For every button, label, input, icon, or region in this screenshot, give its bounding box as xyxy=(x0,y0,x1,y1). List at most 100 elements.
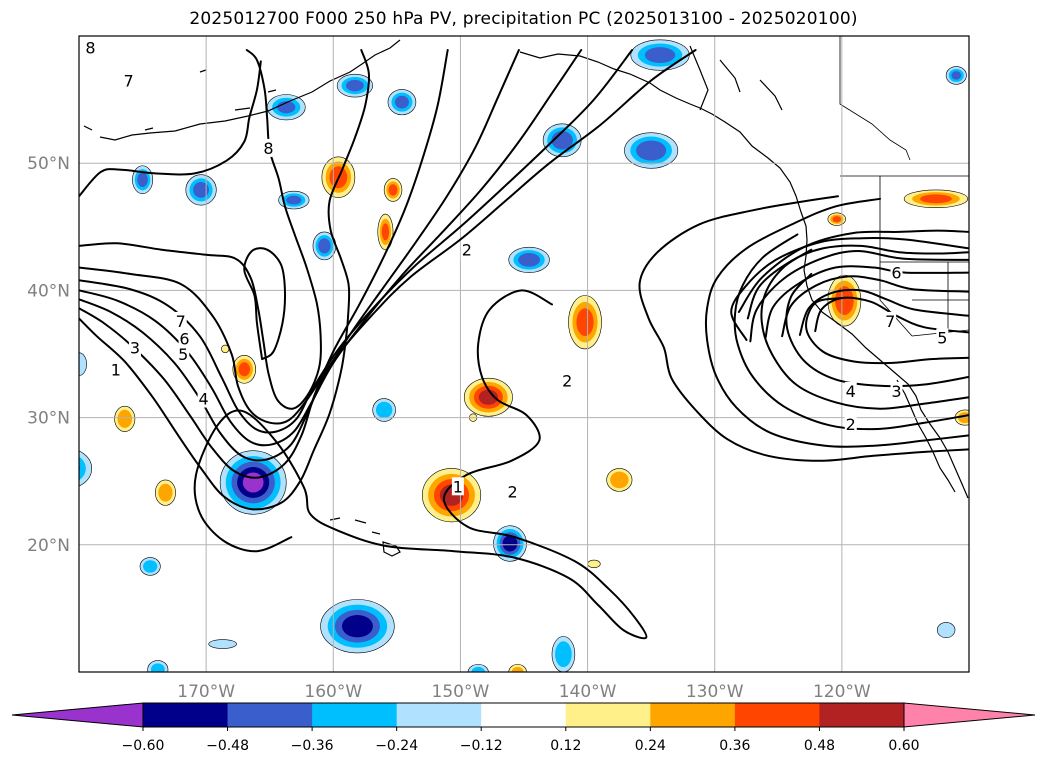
precip-level xyxy=(381,223,390,241)
precip-level xyxy=(478,389,499,405)
precip-blob xyxy=(387,89,417,116)
contour-label-text: 8 xyxy=(85,38,95,57)
pv-contour-line xyxy=(781,275,969,338)
colorbar-segment xyxy=(650,703,736,727)
contour-label-bg xyxy=(506,482,519,501)
precip-blob xyxy=(278,190,310,210)
contour-label-text: 3 xyxy=(130,339,140,358)
contour-label-bg xyxy=(177,345,190,363)
precip-blob xyxy=(624,132,679,169)
alaska-coast-detail xyxy=(689,45,783,111)
contour-label-text: 7 xyxy=(885,312,895,331)
precip-blob xyxy=(903,189,969,209)
map-frame xyxy=(78,35,970,673)
contour-label-text: 4 xyxy=(846,382,856,401)
contour-label: 7 xyxy=(884,311,897,331)
lat-label: 50°N xyxy=(27,154,70,174)
precip-blob xyxy=(463,377,513,417)
contour-label-bg xyxy=(262,138,275,157)
pv-contour-line xyxy=(733,233,969,431)
precip-blob xyxy=(587,559,601,568)
precip-blob xyxy=(568,295,602,350)
contour-label: 4 xyxy=(844,381,857,401)
state-borders xyxy=(879,176,969,337)
pv-contour-line xyxy=(746,244,969,320)
precip-blob xyxy=(630,39,690,71)
precip-blob xyxy=(219,450,287,515)
precip-blob xyxy=(139,557,161,576)
precip-level xyxy=(318,238,331,254)
colorbar-min-extend xyxy=(11,702,144,728)
precip-blob xyxy=(232,354,257,384)
map-background xyxy=(79,36,969,672)
contour-label: 1 xyxy=(109,360,122,379)
precip-level xyxy=(341,615,373,638)
precip-blob xyxy=(508,246,550,273)
precip-level xyxy=(551,130,573,150)
contour-label-bg xyxy=(460,240,473,259)
colorbar-segment xyxy=(481,703,567,727)
contour-label: 2 xyxy=(844,414,857,434)
precip-blob xyxy=(606,468,633,492)
contour-label-text: 8 xyxy=(263,139,273,158)
contour-label-bg xyxy=(884,311,897,330)
contour-label: 3 xyxy=(890,381,903,401)
pv-contour-line xyxy=(749,250,969,343)
contour-label: 7 xyxy=(174,311,187,331)
contour-label-bg xyxy=(890,381,903,400)
lat-label: 40°N xyxy=(27,281,70,301)
contour-label: 4 xyxy=(197,389,210,409)
contour-label-text: 5 xyxy=(178,345,188,364)
colorbar-tick-label: −0.12 xyxy=(460,738,503,754)
precip-blob xyxy=(372,398,396,422)
contour-label-bg xyxy=(128,338,141,357)
precip-level xyxy=(79,464,80,473)
colorbar-tick-label: −0.36 xyxy=(291,738,334,754)
contour-label: 7 xyxy=(122,71,135,91)
contour-label: 5 xyxy=(936,328,949,347)
precip-level xyxy=(394,95,409,109)
contour-label: 1 xyxy=(451,477,464,496)
precip-blob xyxy=(154,479,176,506)
contour-label-text: 5 xyxy=(937,328,947,347)
precip-level xyxy=(920,194,952,204)
contour-label: 2 xyxy=(561,371,574,391)
colorbar-tick-label: 0.24 xyxy=(635,738,666,754)
figure-title: 2025012700 F000 250 hPa PV, precipitatio… xyxy=(189,9,858,29)
colorbar-tick-label: 0.12 xyxy=(550,738,581,754)
pv-contour-line xyxy=(737,229,969,313)
contour-label-text: 1 xyxy=(111,360,121,379)
pv-contour-line xyxy=(704,197,969,448)
precip-level xyxy=(518,253,541,267)
precip-level xyxy=(238,362,251,377)
precip-level xyxy=(143,560,158,573)
colorbar: −0.60 −0.48 −0.36 −0.24 −0.12 0.12 0.24 0.36 0.4… xyxy=(11,702,1036,754)
precip-blob xyxy=(542,123,582,158)
pv-contour-line xyxy=(79,60,262,198)
colorbar-tick-label: −0.60 xyxy=(122,738,165,754)
pv-contour-line xyxy=(79,49,371,511)
precip-blob xyxy=(936,622,956,638)
precip-level xyxy=(555,641,572,668)
contour-label-bg xyxy=(451,477,464,496)
pv-contour-line xyxy=(785,272,969,388)
precip-blob xyxy=(320,599,395,654)
colorbar-segment xyxy=(143,703,229,727)
precip-level xyxy=(117,409,133,428)
precip-level xyxy=(636,140,667,161)
colorbar-tick-label: 0.48 xyxy=(804,738,835,754)
precip-blob xyxy=(377,213,394,250)
precip-blob xyxy=(147,660,169,672)
contour-label-text: 6 xyxy=(891,264,901,283)
precip-blob xyxy=(132,165,154,195)
precip-level xyxy=(835,286,854,315)
contour-label-bg xyxy=(84,38,97,57)
contour-label-text: 2 xyxy=(462,241,472,260)
precip-blob xyxy=(185,174,217,206)
lon-label: 120°W xyxy=(813,682,871,702)
contour-label-bg xyxy=(178,329,191,348)
precip-level xyxy=(137,172,148,188)
contour-label: 6 xyxy=(890,263,903,283)
precip-blob xyxy=(79,450,93,487)
